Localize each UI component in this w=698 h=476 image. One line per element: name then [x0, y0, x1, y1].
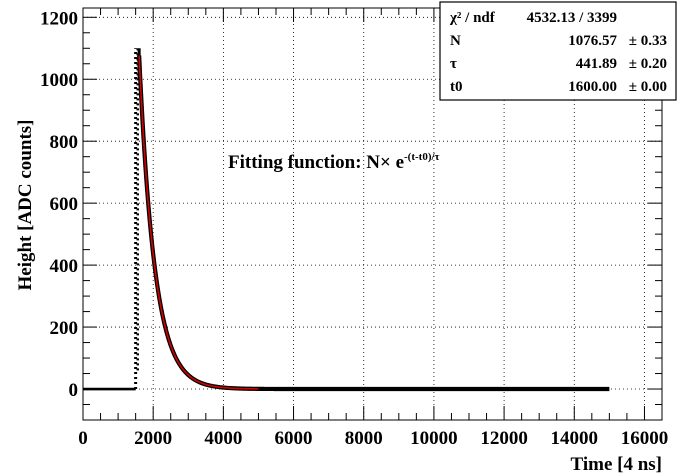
stats-label: τ [450, 56, 457, 72]
x-tick-label: 10000 [410, 428, 458, 449]
x-tick-label: 2000 [134, 428, 172, 449]
stats-error: ± 0.33 [629, 33, 667, 49]
fit-annotation: Fitting function: N× e-(t-t0)/τ [228, 151, 440, 173]
stats-value: 4532.13 / 3399 [527, 10, 617, 26]
stats-label: t0 [450, 79, 463, 95]
fit-curve [138, 55, 259, 390]
y-tick-label: 600 [50, 194, 79, 215]
x-tick-label: 14000 [551, 428, 599, 449]
stats-box-frame [439, 1, 677, 101]
stats-error: ± 0.00 [629, 79, 667, 95]
stats-value: 1600.00 [568, 79, 617, 95]
y-tick-label: 0 [69, 380, 79, 401]
fit-series [138, 55, 259, 390]
fit-stats-box: χ² / ndf 4532.13 / 3399 N 1076.57 ± 0.33 τ 441… [439, 1, 677, 101]
data-decay [137, 55, 611, 392]
x-tick-label: 6000 [275, 428, 313, 449]
y-tick-label: 200 [50, 318, 79, 339]
stats-value: 1076.57 [568, 33, 617, 49]
x-tick-label: 8000 [345, 428, 383, 449]
x-tick-label: 4000 [204, 428, 242, 449]
x-tick-label: 0 [78, 428, 88, 449]
y-tick-label: 1000 [40, 70, 78, 91]
plot-frame [82, 7, 663, 421]
x-tick-label: 16000 [621, 428, 669, 449]
stats-error: ± 0.20 [629, 56, 667, 72]
stats-label: N [450, 33, 461, 49]
y-tick-label: 1200 [40, 8, 78, 29]
y-tick-label: 400 [50, 256, 79, 277]
x-axis-title: Time [4 ns] [571, 454, 662, 475]
stats-label: χ² / ndf [449, 10, 496, 26]
x-tick-label: 12000 [480, 428, 528, 449]
y-axis-title: Height [ADC counts] [15, 120, 36, 291]
y-tick-label: 800 [50, 132, 79, 153]
stats-value: 441.89 [576, 56, 617, 72]
